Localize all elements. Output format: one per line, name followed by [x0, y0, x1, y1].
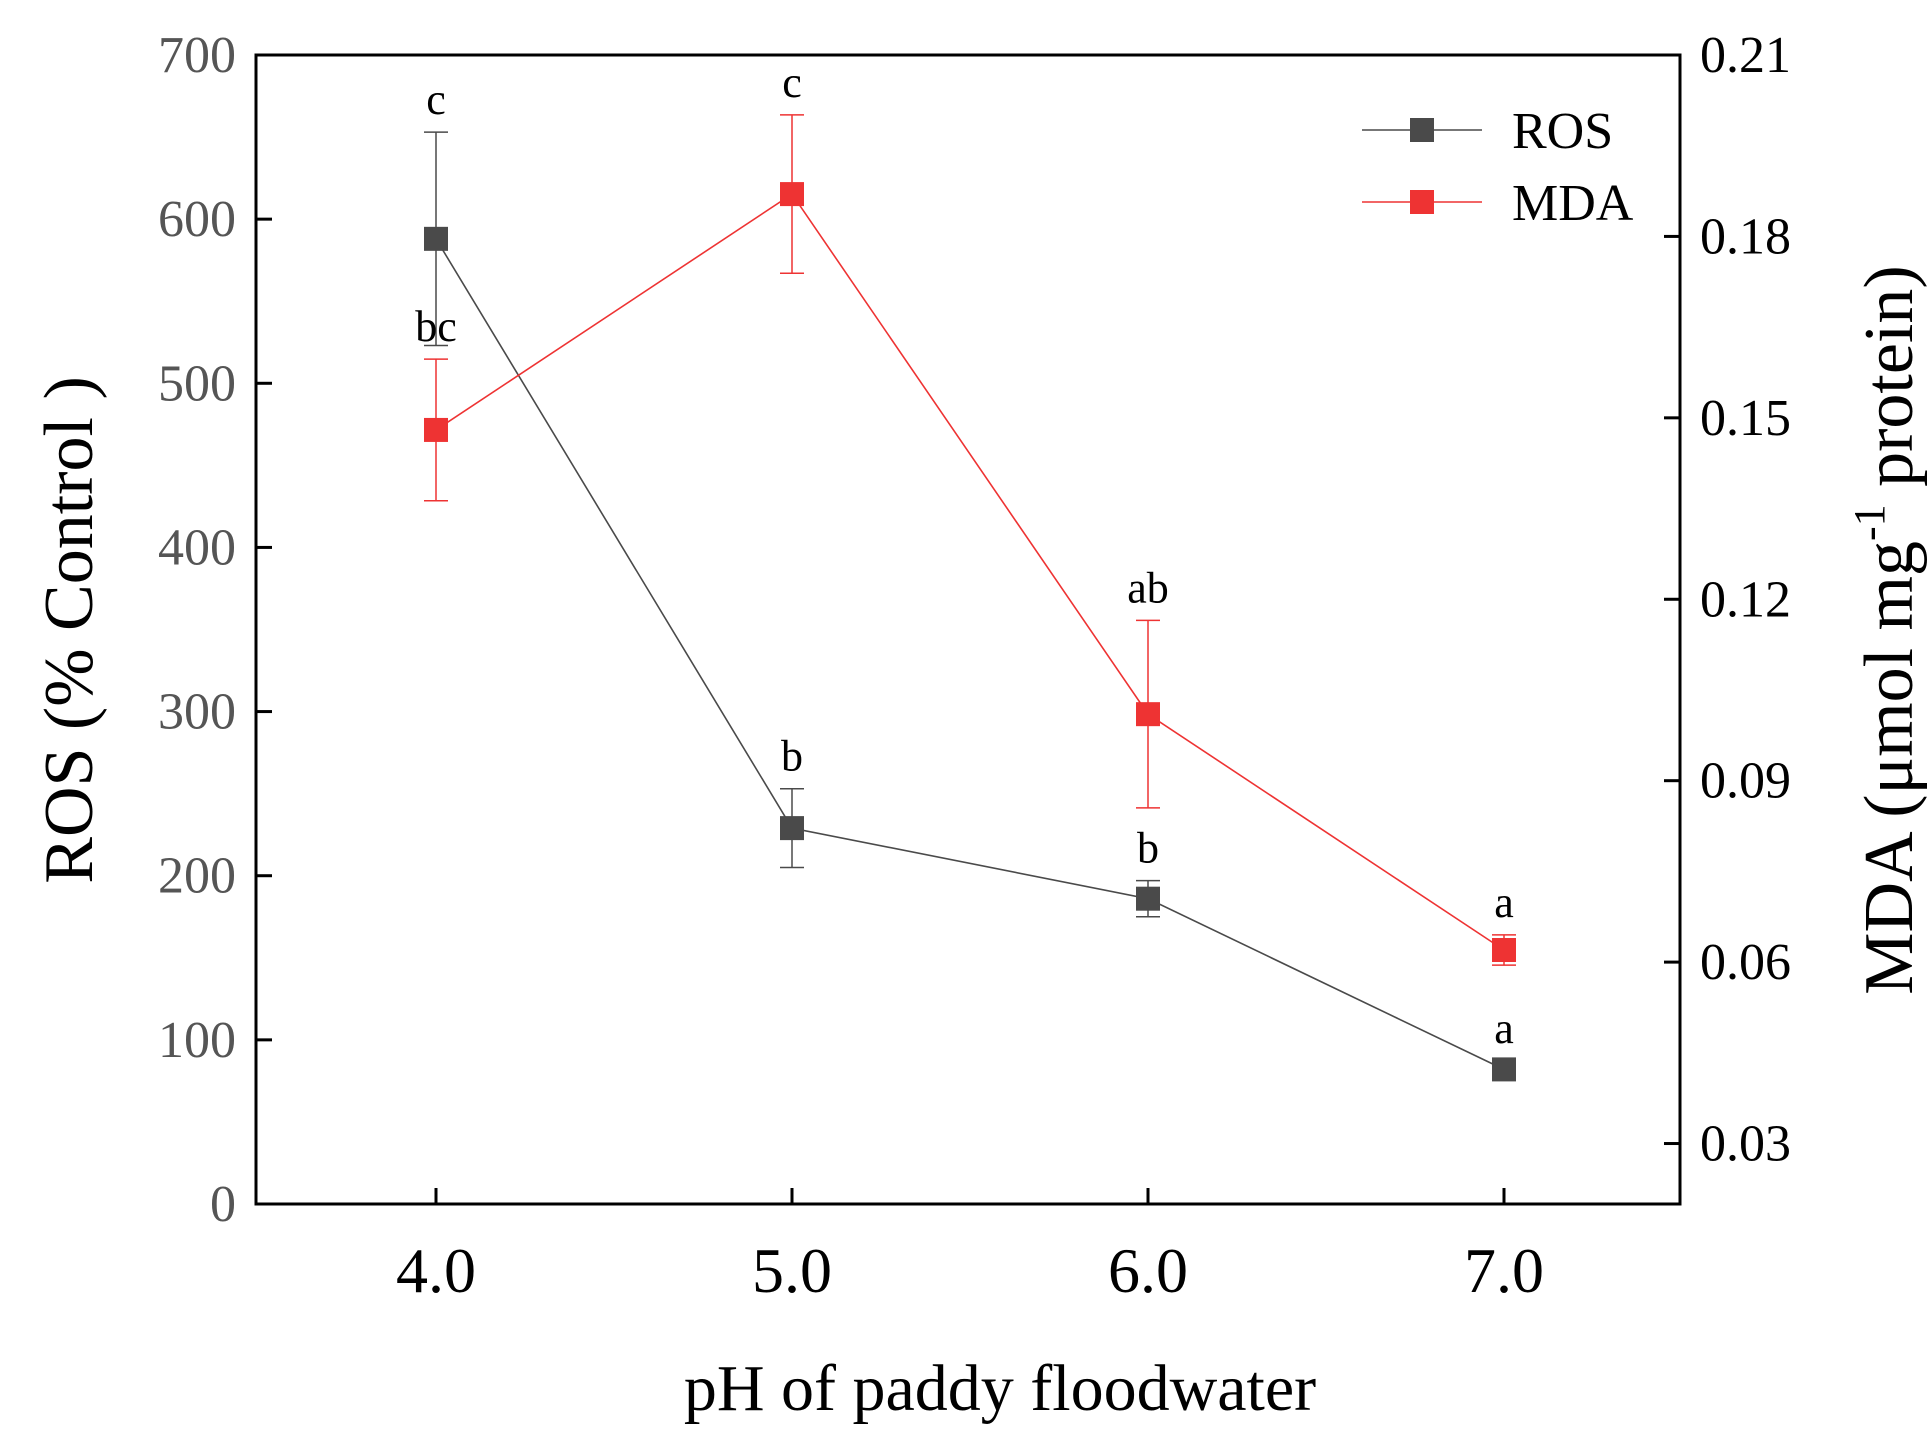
right-y-tick-label: 0.18	[1700, 208, 1791, 265]
significance-label-mda: c	[782, 58, 802, 107]
series-markers	[424, 182, 1516, 1082]
significance-label-mda: bc	[415, 302, 457, 351]
left-y-tick-label: 400	[158, 519, 236, 576]
significance-label-ros: b	[781, 732, 803, 781]
data-point-ros	[780, 816, 804, 841]
left-y-tick-label: 600	[158, 191, 236, 248]
right-y-tick-label: 0.21	[1700, 27, 1791, 84]
plot-frame	[254, 53, 1682, 1206]
legend-ros-label: ROS	[1512, 103, 1613, 160]
significance-label-ros: a	[1494, 1004, 1514, 1053]
legend-mda-label: MDA	[1512, 175, 1634, 232]
left-y-tick-label: 700	[158, 27, 236, 84]
left-y-tick-label: 300	[158, 684, 236, 741]
significance-label-ros: b	[1137, 824, 1159, 873]
x-tick-label: 6.0	[1108, 1235, 1188, 1306]
series-lines	[435, 192, 1505, 1071]
series-line-ros	[435, 238, 1505, 1071]
error-bars	[424, 114, 1516, 1079]
data-point-ros	[424, 226, 448, 251]
data-point-mda	[780, 182, 804, 207]
right-y-tick-label: 0.12	[1700, 571, 1791, 628]
right-y-title-superscript: -1	[1845, 504, 1894, 541]
right-y-tick-label: 0.15	[1700, 390, 1791, 447]
right-y-axis-title: MDA (μmol mg-1 protein)	[1845, 265, 1928, 994]
x-axis: 4.0 5.0 6.0 7.0	[396, 1188, 1544, 1306]
data-point-mda	[424, 417, 448, 442]
right-y-tick-label: 0.09	[1700, 753, 1791, 810]
right-y-axis: 0.03 0.06 0.09 0.12 0.15 0.18 0.21	[1664, 27, 1791, 1173]
right-y-title-main: MDA (μmol mg	[1851, 541, 1928, 995]
right-y-title-end: protein)	[1851, 265, 1928, 504]
data-point-ros	[1492, 1057, 1516, 1082]
x-tick-label: 7.0	[1464, 1235, 1544, 1306]
legend-mda-marker	[1410, 190, 1434, 214]
left-y-axis: 0 100 200 300 400 500 600 700	[158, 27, 272, 1233]
left-y-axis-title: ROS (% Control )	[31, 376, 108, 884]
significance-labels: c b b a bc c ab a	[415, 58, 1514, 1053]
left-y-tick-label: 100	[158, 1012, 236, 1069]
series-line-mda	[435, 192, 1505, 951]
x-tick-label: 4.0	[396, 1235, 476, 1306]
data-point-mda	[1492, 938, 1516, 963]
data-point-ros	[1136, 886, 1160, 911]
legend-ros-marker	[1410, 118, 1434, 142]
legend: ROS MDA	[1362, 103, 1634, 232]
right-y-tick-label: 0.06	[1700, 934, 1791, 991]
data-point-mda	[1136, 702, 1160, 727]
significance-label-mda: a	[1494, 878, 1514, 927]
left-y-tick-label: 200	[158, 848, 236, 905]
right-y-tick-label: 0.03	[1700, 1116, 1791, 1173]
left-y-tick-label: 500	[158, 355, 236, 412]
x-axis-title: pH of paddy floodwater	[684, 1352, 1316, 1425]
significance-label-mda: ab	[1127, 563, 1169, 612]
left-y-tick-label: 0	[210, 1176, 236, 1233]
significance-label-ros: c	[426, 75, 446, 124]
x-tick-label: 5.0	[752, 1235, 832, 1306]
